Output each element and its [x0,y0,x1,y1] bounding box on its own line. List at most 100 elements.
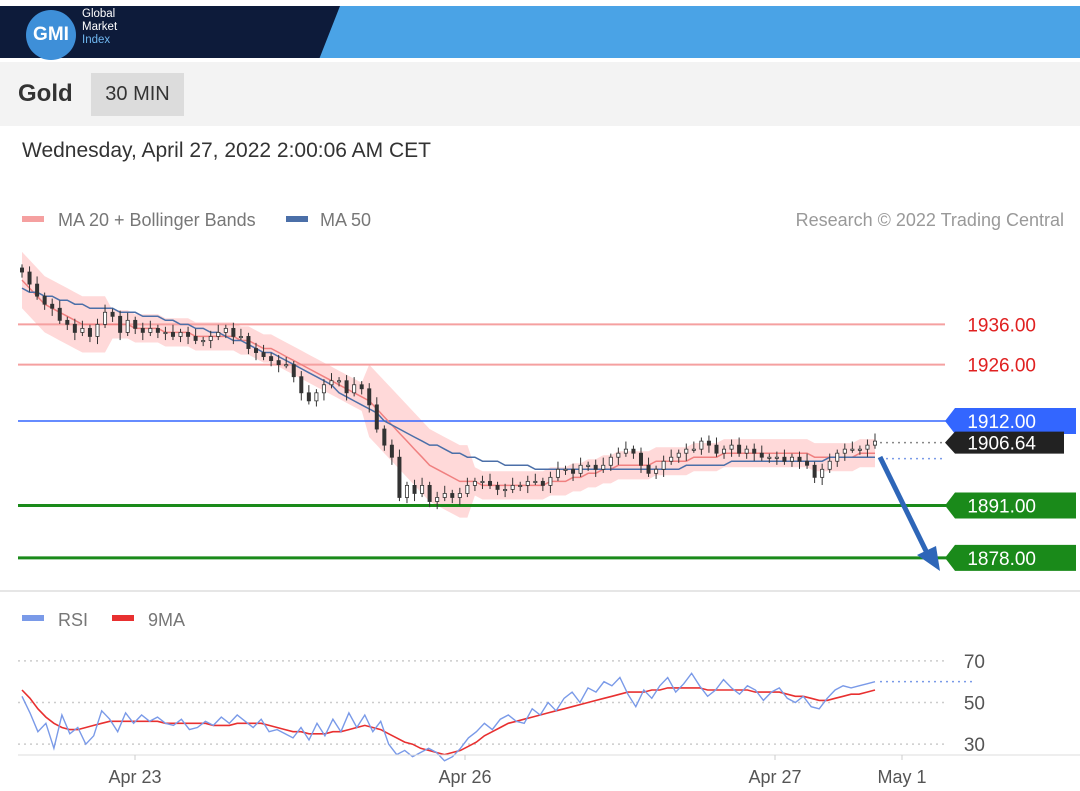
timeframe-button[interactable]: 30 MIN [91,73,184,116]
candle-body [857,448,862,451]
candle [722,445,727,459]
candle-body [35,283,40,297]
legend-9ma: 9MA [112,610,185,630]
logo-line-2: Market [82,21,118,33]
rsi-line [21,672,876,762]
candle [329,373,334,389]
candle-body [586,464,591,467]
x-tick-label-0: Apr 23 [108,767,161,787]
candle [118,310,123,341]
candle-body [835,452,840,462]
candle [510,477,515,494]
candle-body [601,464,606,470]
candle-body [208,336,213,341]
logo-line-3: Index [82,34,111,46]
candle [586,461,591,471]
candle [488,473,493,490]
candle-body [42,295,47,305]
candle [397,449,402,502]
top-bar: GMI Global Market Index [0,0,1080,60]
candle-body [110,311,115,317]
candle-body [744,448,749,454]
candle [35,276,40,300]
candle [616,447,621,465]
candle [638,447,643,473]
candle [820,463,825,485]
candle [178,328,183,343]
candle-body [367,388,372,406]
candle-body [223,327,228,333]
candle [170,324,175,341]
candle-body [608,456,613,466]
candle [729,439,734,457]
moving-averages [21,279,875,487]
candle-body [820,468,825,478]
candle [216,324,221,341]
candle-body [722,448,727,454]
candle-body [125,319,130,333]
candle [782,449,787,465]
candle [254,342,259,361]
level-label-1926.00: 1926.00 [967,356,1036,377]
level-tag-1891.00 [945,492,1076,519]
candle [42,292,47,310]
candle-body [714,444,719,454]
candle [533,473,538,485]
candle-body [201,340,206,343]
rsi-tick-label-70: 70 [964,652,985,673]
logo-wordmark: Global Market Index [82,8,117,47]
candle-body [842,448,847,454]
candle [873,433,878,449]
candle-body [216,332,221,337]
candle-body [72,323,77,333]
candle-body [238,336,243,339]
candle-body [850,448,855,451]
candle-body [95,323,100,337]
candle-body [457,493,462,498]
last-price-tag [945,431,1064,454]
candle [789,453,794,467]
candle [103,304,108,328]
candle [133,316,138,335]
candle [321,379,326,401]
candle [412,479,417,502]
candle [261,344,266,361]
candle [661,455,666,477]
candle [201,336,206,347]
candle-body [374,404,379,430]
candle [186,326,191,345]
bollinger-band-area [22,251,875,518]
gmi-logo-icon[interactable]: GMI [26,10,76,60]
candle [19,264,24,278]
candle-body [276,360,281,366]
candle [835,449,840,467]
candle-body [420,485,425,494]
candle-body [797,456,802,462]
candle-body [654,468,659,474]
x-tick-label-2: Apr 27 [748,767,801,787]
candle [442,485,447,502]
candle [578,457,583,477]
candle [503,483,508,498]
candle-body [397,456,402,498]
candle [608,453,613,471]
candle [246,332,251,355]
candle-body [525,480,530,486]
candle [767,453,772,463]
candle [306,385,311,405]
candle-body [488,480,493,486]
candle-body [284,364,289,367]
candle-body [450,493,455,498]
level-tag-1878.00 [945,544,1076,571]
candle-body [329,380,334,386]
candle-body [865,444,870,450]
candle-body [306,392,311,402]
candle [676,449,681,463]
candle [699,437,704,455]
candle [654,465,659,479]
ma50-line [21,287,875,471]
candle-body [442,493,447,498]
candle-body [231,327,236,337]
candle [337,377,342,387]
